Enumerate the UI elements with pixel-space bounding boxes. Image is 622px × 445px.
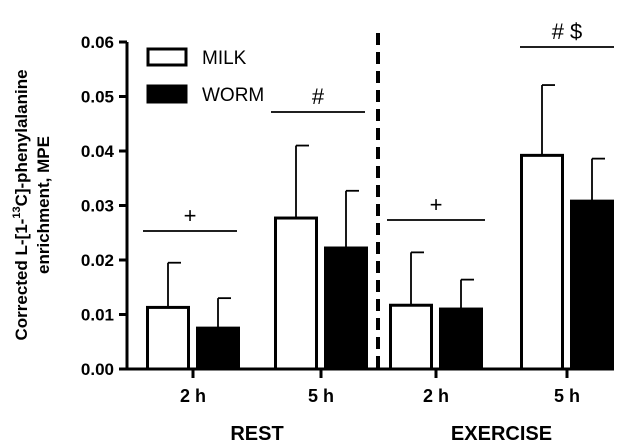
y-tick-label: 0.04 [81, 142, 115, 161]
bar [570, 199, 614, 371]
bar [439, 307, 483, 371]
bar [274, 216, 318, 371]
x-tick-label: 2 h [423, 386, 449, 406]
y-tick-label: 0.00 [81, 360, 114, 379]
legend-swatch [146, 47, 188, 67]
x-tick-label: 5 h [308, 386, 334, 406]
significance-marker: + [184, 203, 197, 228]
y-tick-label: 0.05 [81, 88, 114, 107]
bar [324, 246, 368, 371]
x-tick-label: 5 h [554, 386, 580, 406]
significance-marker: + [430, 192, 443, 217]
bar [146, 305, 190, 371]
y-tick-label: 0.03 [81, 197, 114, 216]
significance-marker: # $ [552, 19, 583, 44]
x-tick-label: 2 h [180, 386, 206, 406]
group-label: REST [230, 423, 283, 445]
y-tick-label: 0.06 [81, 33, 114, 52]
bar [196, 326, 240, 371]
group-label: EXERCISE [451, 423, 552, 445]
legend-swatch [146, 84, 188, 104]
legend-label: MILK [202, 48, 247, 69]
plot-area: 0.00 0.01 0.02 0.03 0.04 0.05 0.06 2 h 5 h 2 h 5 h… [81, 19, 614, 445]
y-tick-label: 0.02 [81, 251, 114, 270]
bar [389, 303, 433, 371]
y-axis-label: Corrected L-[1-13C]-phenylalanine enrich… [11, 69, 53, 340]
y-tick-label: 0.01 [81, 306, 114, 325]
significance-marker: # [312, 84, 325, 109]
bar [520, 153, 564, 371]
y-axis-label-line1: Corrected L-[1-13C]-phenylalanine [11, 69, 31, 340]
y-axis-label-line2: enrichment, MPE [34, 136, 53, 274]
legend-label: WORM [202, 85, 264, 106]
